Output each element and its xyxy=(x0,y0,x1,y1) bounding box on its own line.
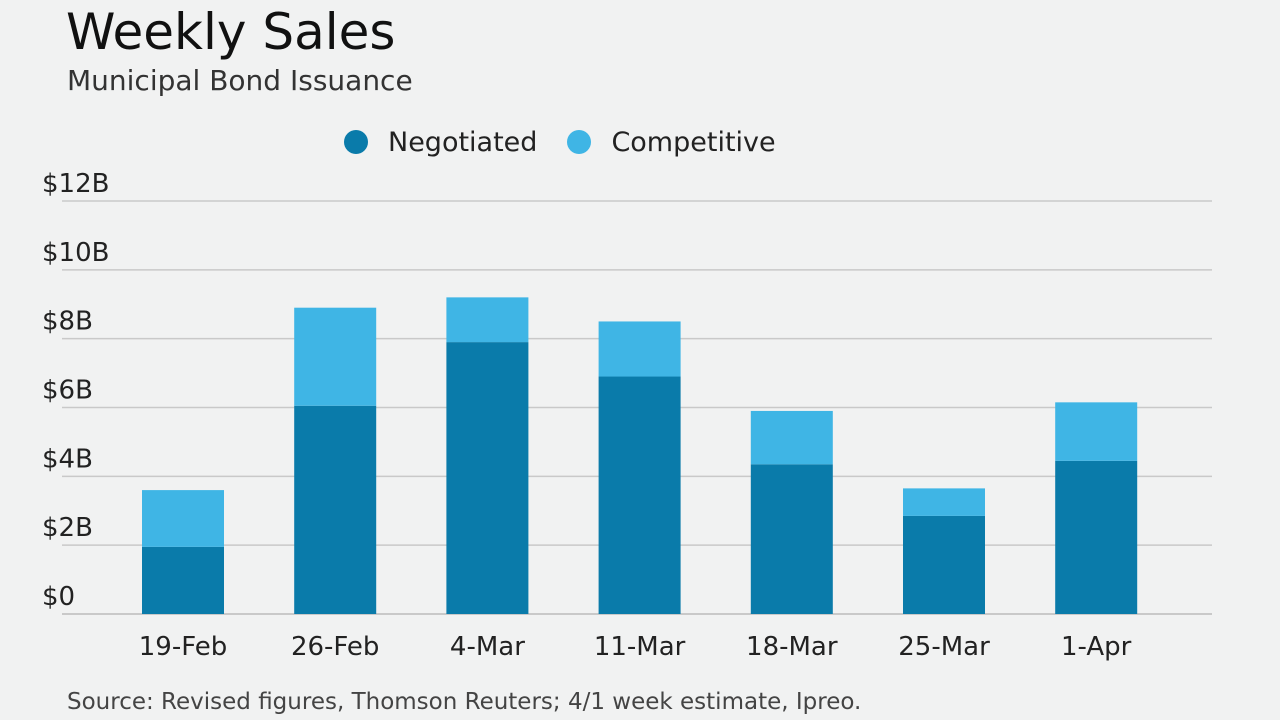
bar-negotiated xyxy=(142,546,224,614)
bar-competitive xyxy=(903,488,985,516)
bar-competitive xyxy=(294,307,377,406)
bar-competitive xyxy=(142,490,224,547)
x-tick-label: 4-Mar xyxy=(450,632,525,662)
y-tick-label: $4B xyxy=(42,444,93,474)
bar-negotiated xyxy=(294,405,377,614)
bar-competitive xyxy=(750,410,833,465)
bar-negotiated xyxy=(903,515,985,614)
bar-competitive xyxy=(1055,402,1138,461)
chart-title: Weekly Sales xyxy=(66,3,396,61)
bar-negotiated xyxy=(446,342,529,614)
y-tick-label: $0 xyxy=(42,582,75,612)
legend-item-negotiated: Negotiated xyxy=(344,127,537,158)
y-tick-label: $6B xyxy=(42,376,93,406)
y-tick-label: $8B xyxy=(42,307,93,337)
bar-negotiated xyxy=(598,376,681,614)
x-tick-label: 18-Mar xyxy=(746,632,838,662)
y-tick-label: $2B xyxy=(42,513,93,543)
bar-negotiated xyxy=(750,464,833,614)
chart-legend: Negotiated Competitive xyxy=(344,124,806,160)
y-tick-label: $10B xyxy=(42,238,109,268)
x-tick-label: 1-Apr xyxy=(1061,632,1132,662)
x-tick-label: 19-Feb xyxy=(139,632,228,662)
legend-item-competitive: Competitive xyxy=(567,126,776,158)
x-tick-label: 26-Feb xyxy=(291,632,380,662)
x-tick-label: 25-Mar xyxy=(898,632,990,662)
bar-competitive xyxy=(598,321,681,377)
legend-label-competitive: Competitive xyxy=(611,126,776,158)
bar-negotiated xyxy=(1055,460,1138,614)
x-tick-label: 11-Mar xyxy=(594,632,686,662)
legend-swatch-competitive xyxy=(567,130,592,154)
bar-competitive xyxy=(446,297,529,343)
legend-swatch-negotiated xyxy=(344,130,368,154)
chart-subtitle: Municipal Bond Issuance xyxy=(67,64,413,97)
source-note: Source: Revised figures, Thomson Reuters… xyxy=(67,689,862,715)
legend-label-negotiated: Negotiated xyxy=(388,126,538,158)
y-tick-label: $12B xyxy=(42,169,109,199)
